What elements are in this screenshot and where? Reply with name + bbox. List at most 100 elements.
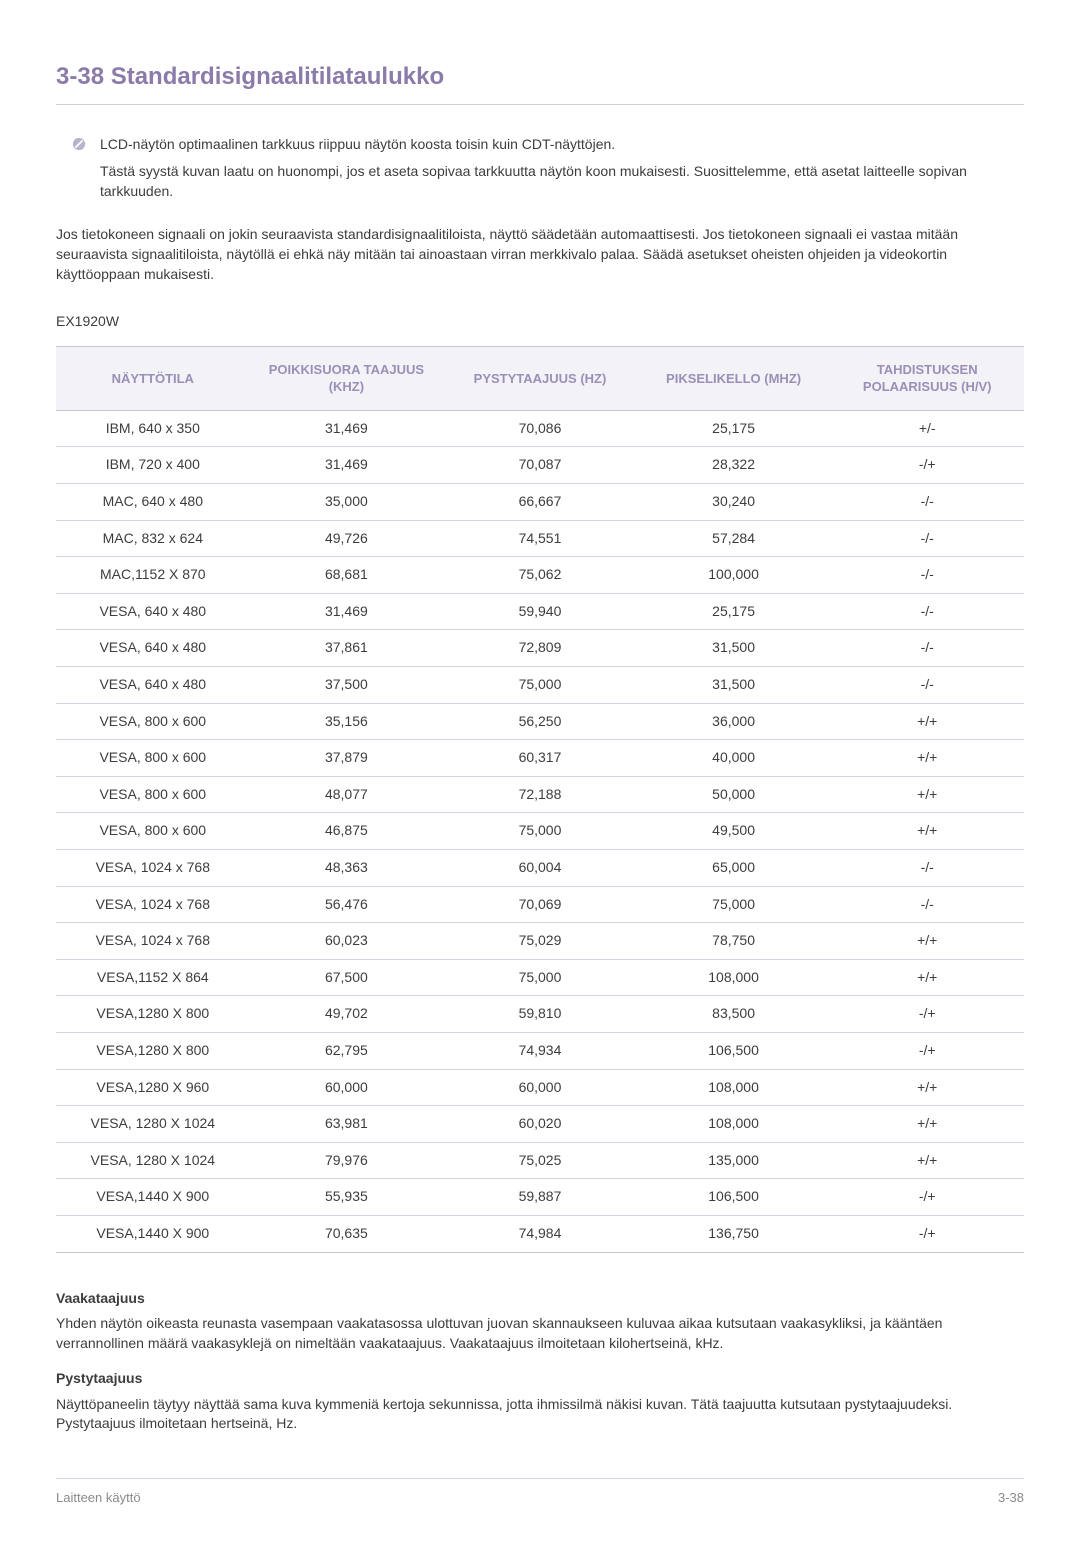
table-cell: 28,322 — [637, 447, 831, 484]
table-cell: +/+ — [830, 1106, 1024, 1143]
table-row: VESA, 640 x 48037,50075,00031,500-/- — [56, 667, 1024, 704]
table-cell: 72,188 — [443, 776, 637, 813]
table-row: VESA,1152 X 86467,50075,000108,000+/+ — [56, 959, 1024, 996]
note-block: LCD-näytön optimaalinen tarkkuus riippuu… — [72, 135, 1024, 202]
table-cell: -/- — [830, 630, 1024, 667]
table-row: VESA, 800 x 60035,15656,25036,000+/+ — [56, 703, 1024, 740]
table-cell: IBM, 720 x 400 — [56, 447, 250, 484]
table-cell: 59,887 — [443, 1179, 637, 1216]
table-cell: +/+ — [830, 1142, 1024, 1179]
table-cell: VESA,1440 X 900 — [56, 1179, 250, 1216]
table-cell: 49,726 — [250, 520, 444, 557]
page-title: 3-38 Standardisignaalitilataulukko — [56, 60, 1024, 105]
table-row: MAC,1152 X 87068,68175,062100,000-/- — [56, 557, 1024, 594]
table-row: VESA,1440 X 90055,93559,887106,500-/+ — [56, 1179, 1024, 1216]
prohibit-icon — [72, 137, 86, 151]
table-cell: 35,000 — [250, 484, 444, 521]
table-cell: 72,809 — [443, 630, 637, 667]
table-cell: VESA,1280 X 800 — [56, 1032, 250, 1069]
table-cell: VESA,1280 X 800 — [56, 996, 250, 1033]
table-cell: 108,000 — [637, 1069, 831, 1106]
table-cell: 49,702 — [250, 996, 444, 1033]
table-cell: -/+ — [830, 996, 1024, 1033]
table-row: IBM, 640 x 35031,46970,08625,175+/- — [56, 410, 1024, 447]
table-cell: 74,551 — [443, 520, 637, 557]
table-row: VESA,1280 X 96060,00060,000108,000+/+ — [56, 1069, 1024, 1106]
table-cell: 79,976 — [250, 1142, 444, 1179]
table-cell: 31,469 — [250, 447, 444, 484]
table-cell: +/+ — [830, 923, 1024, 960]
table-cell: 100,000 — [637, 557, 831, 594]
table-cell: 56,250 — [443, 703, 637, 740]
def-heading-h: Vaakataajuus — [56, 1289, 1024, 1309]
table-cell: 25,175 — [637, 410, 831, 447]
table-row: VESA, 1024 x 76856,47670,06975,000-/- — [56, 886, 1024, 923]
table-cell: 74,984 — [443, 1215, 637, 1252]
table-cell: MAC,1152 X 870 — [56, 557, 250, 594]
table-row: VESA, 1024 x 76860,02375,02978,750+/+ — [56, 923, 1024, 960]
table-cell: MAC, 640 x 480 — [56, 484, 250, 521]
table-cell: 56,476 — [250, 886, 444, 923]
table-cell: 75,062 — [443, 557, 637, 594]
table-cell: 135,000 — [637, 1142, 831, 1179]
table-cell: -/- — [830, 484, 1024, 521]
table-cell: 46,875 — [250, 813, 444, 850]
table-cell: 36,000 — [637, 703, 831, 740]
def-body-h: Yhden näytön oikeasta reunasta vasempaan… — [56, 1314, 1024, 1353]
table-cell: 60,000 — [250, 1069, 444, 1106]
table-cell: 78,750 — [637, 923, 831, 960]
col-header-vfreq: PYSTYTAAJUUS (HZ) — [443, 346, 637, 410]
table-cell: +/+ — [830, 959, 1024, 996]
table-cell: 37,879 — [250, 740, 444, 777]
table-row: MAC, 832 x 62449,72674,55157,284-/- — [56, 520, 1024, 557]
table-cell: 75,025 — [443, 1142, 637, 1179]
table-cell: 48,077 — [250, 776, 444, 813]
table-cell: 74,934 — [443, 1032, 637, 1069]
page-footer: Laitteen käyttö 3-38 — [56, 1478, 1024, 1507]
table-cell: 70,087 — [443, 447, 637, 484]
table-cell: -/- — [830, 593, 1024, 630]
table-row: VESA, 800 x 60037,87960,31740,000+/+ — [56, 740, 1024, 777]
table-row: VESA, 1280 X 102479,97675,025135,000+/+ — [56, 1142, 1024, 1179]
table-cell: 75,000 — [637, 886, 831, 923]
table-cell: VESA,1280 X 960 — [56, 1069, 250, 1106]
table-row: VESA, 640 x 48031,46959,94025,175-/- — [56, 593, 1024, 630]
table-cell: 50,000 — [637, 776, 831, 813]
table-cell: 40,000 — [637, 740, 831, 777]
table-cell: 55,935 — [250, 1179, 444, 1216]
table-cell: 31,500 — [637, 667, 831, 704]
table-cell: 37,500 — [250, 667, 444, 704]
table-cell: VESA,1152 X 864 — [56, 959, 250, 996]
table-cell: -/+ — [830, 1215, 1024, 1252]
table-cell: -/+ — [830, 1032, 1024, 1069]
table-cell: VESA, 800 x 600 — [56, 740, 250, 777]
table-cell: 67,500 — [250, 959, 444, 996]
col-header-pixclk: PIKSELIKELLO (MHZ) — [637, 346, 831, 410]
table-cell: +/+ — [830, 703, 1024, 740]
table-cell: 106,500 — [637, 1032, 831, 1069]
table-cell: VESA, 1280 X 1024 — [56, 1142, 250, 1179]
table-cell: 30,240 — [637, 484, 831, 521]
table-cell: -/+ — [830, 1179, 1024, 1216]
table-cell: 60,000 — [443, 1069, 637, 1106]
table-cell: 31,469 — [250, 410, 444, 447]
signal-table: NÄYTTÖTILA POIKKISUORA TAAJUUS (KHZ) PYS… — [56, 346, 1024, 1253]
table-cell: -/- — [830, 557, 1024, 594]
table-cell: 60,004 — [443, 849, 637, 886]
table-cell: -/- — [830, 886, 1024, 923]
footer-left: Laitteen käyttö — [56, 1489, 141, 1507]
model-label: EX1920W — [56, 312, 1024, 332]
footer-right: 3-38 — [998, 1489, 1024, 1507]
table-cell: 75,000 — [443, 959, 637, 996]
table-cell: 75,000 — [443, 813, 637, 850]
table-row: VESA, 800 x 60048,07772,18850,000+/+ — [56, 776, 1024, 813]
table-cell: VESA, 800 x 600 — [56, 813, 250, 850]
intro-paragraph: Jos tietokoneen signaali on jokin seuraa… — [56, 225, 1024, 284]
col-header-mode: NÄYTTÖTILA — [56, 346, 250, 410]
table-cell: +/- — [830, 410, 1024, 447]
table-cell: 60,317 — [443, 740, 637, 777]
table-cell: 108,000 — [637, 959, 831, 996]
table-cell: 75,000 — [443, 667, 637, 704]
table-cell: 62,795 — [250, 1032, 444, 1069]
table-cell: +/+ — [830, 813, 1024, 850]
